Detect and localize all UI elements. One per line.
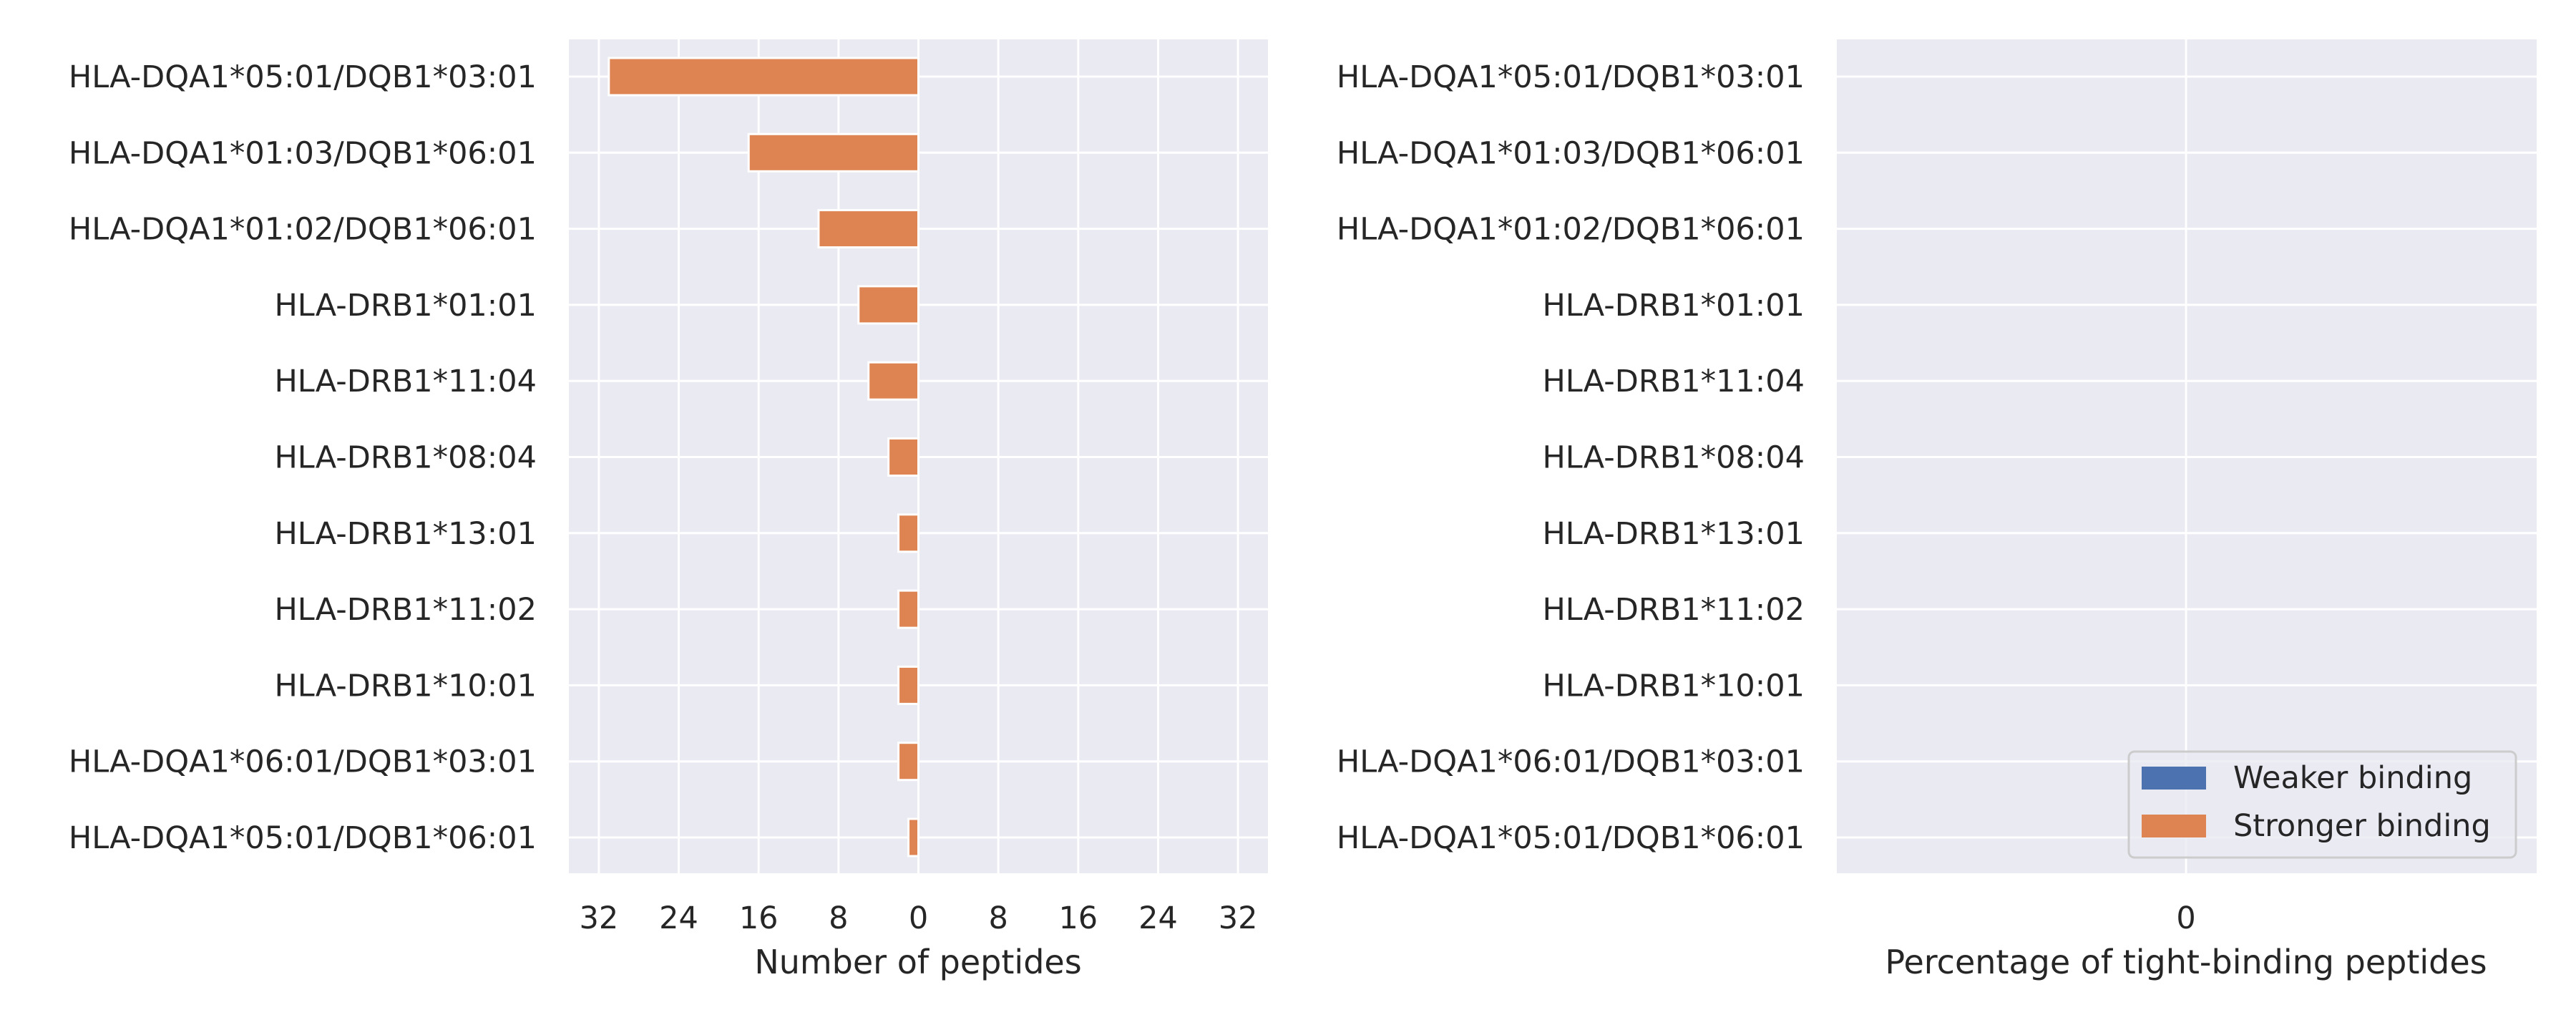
bar-stronger-9	[897, 742, 919, 782]
right-y-tick-label: HLA-DQA1*01:02/DQB1*06:01	[1337, 212, 1805, 248]
right-panel: HLA-DQA1*05:01/DQB1*03:01 HLA-DQA1*01:03/…	[1337, 39, 2537, 981]
legend-swatch-weaker	[2142, 767, 2206, 790]
left-x-tick-label: 32	[1219, 900, 1258, 936]
left-y-tick-label: HLA-DQA1*05:01/DQB1*03:01	[69, 59, 537, 95]
right-y-tick-label: HLA-DRB1*01:01	[1542, 288, 1805, 324]
bar-stronger-3	[857, 285, 920, 325]
legend-swatch-stronger	[2142, 815, 2206, 837]
left-y-tick-label: HLA-DQA1*01:02/DQB1*06:01	[69, 212, 537, 248]
right-y-tick-label: HLA-DRB1*11:04	[1542, 364, 1805, 399]
bar-stronger-2	[817, 209, 920, 249]
left-bars	[608, 57, 920, 858]
right-y-tick-label: HLA-DQA1*01:03/DQB1*06:01	[1337, 135, 1805, 171]
right-x-axis-label: Percentage of tight-binding peptides	[1885, 943, 2487, 981]
right-y-tick-label: HLA-DRB1*08:04	[1542, 440, 1805, 476]
left-panel: HLA-DQA1*05:01/DQB1*03:01 HLA-DQA1*01:03/…	[69, 39, 1268, 981]
legend-label-weaker: Weaker binding	[2233, 760, 2472, 796]
right-y-tick-label: HLA-DRB1*10:01	[1542, 668, 1805, 704]
bar-stronger-6	[897, 513, 919, 553]
right-y-tick-label: HLA-DQA1*06:01/DQB1*03:01	[1337, 744, 1805, 780]
left-x-tick-label: 0	[909, 900, 928, 936]
right-y-tick-label: HLA-DQA1*05:01/DQB1*06:01	[1337, 820, 1805, 856]
left-y-tick-label: HLA-DRB1*11:02	[274, 592, 537, 628]
left-y-tick-label: HLA-DRB1*08:04	[274, 440, 537, 476]
left-y-tick-label: HLA-DQA1*06:01/DQB1*03:01	[69, 744, 537, 780]
left-y-tick-label: HLA-DQA1*05:01/DQB1*06:01	[69, 820, 537, 856]
left-x-tick-label: 24	[659, 900, 698, 936]
legend-frame	[2127, 750, 2517, 859]
left-y-tick-label: HLA-DRB1*01:01	[274, 288, 537, 324]
bar-stronger-1	[747, 132, 919, 173]
bar-stronger-5	[887, 437, 919, 477]
left-x-tick-label: 8	[988, 900, 1008, 936]
left-y-tick-label: HLA-DQA1*01:03/DQB1*06:01	[69, 135, 537, 171]
legend-label-stronger: Stronger binding	[2233, 808, 2491, 844]
right-y-tick-label: HLA-DRB1*13:01	[1542, 516, 1805, 552]
left-x-tick-labels: 32 24 16 8 0 8 16 24 32	[580, 900, 1258, 936]
left-x-axis-label: Number of peptides	[754, 943, 1081, 981]
right-y-tick-label: HLA-DRB1*11:02	[1542, 592, 1805, 628]
left-x-tick-label: 32	[580, 900, 619, 936]
right-x-tick-labels: 0	[2176, 900, 2195, 936]
bar-stronger-4	[867, 361, 919, 401]
left-x-tick-label: 16	[739, 900, 779, 936]
bar-stronger-8	[897, 665, 919, 705]
bar-stronger-0	[608, 57, 919, 97]
bar-stronger-10	[907, 817, 919, 858]
right-y-tick-labels: HLA-DQA1*05:01/DQB1*03:01 HLA-DQA1*01:03/…	[1337, 59, 1805, 856]
left-x-tick-label: 16	[1058, 900, 1098, 936]
left-y-tick-labels: HLA-DQA1*05:01/DQB1*03:01 HLA-DQA1*01:03/…	[69, 59, 537, 856]
bar-stronger-7	[897, 589, 919, 629]
left-x-tick-label: 24	[1138, 900, 1178, 936]
left-x-tick-label: 8	[829, 900, 848, 936]
legend: Weaker binding Stronger binding	[2127, 750, 2517, 859]
right-x-tick-label: 0	[2176, 900, 2195, 936]
right-y-tick-label: HLA-DQA1*05:01/DQB1*03:01	[1337, 59, 1805, 95]
left-y-tick-label: HLA-DRB1*11:04	[274, 364, 537, 399]
left-y-tick-label: HLA-DRB1*13:01	[274, 516, 537, 552]
left-y-tick-label: HLA-DRB1*10:01	[274, 668, 537, 704]
